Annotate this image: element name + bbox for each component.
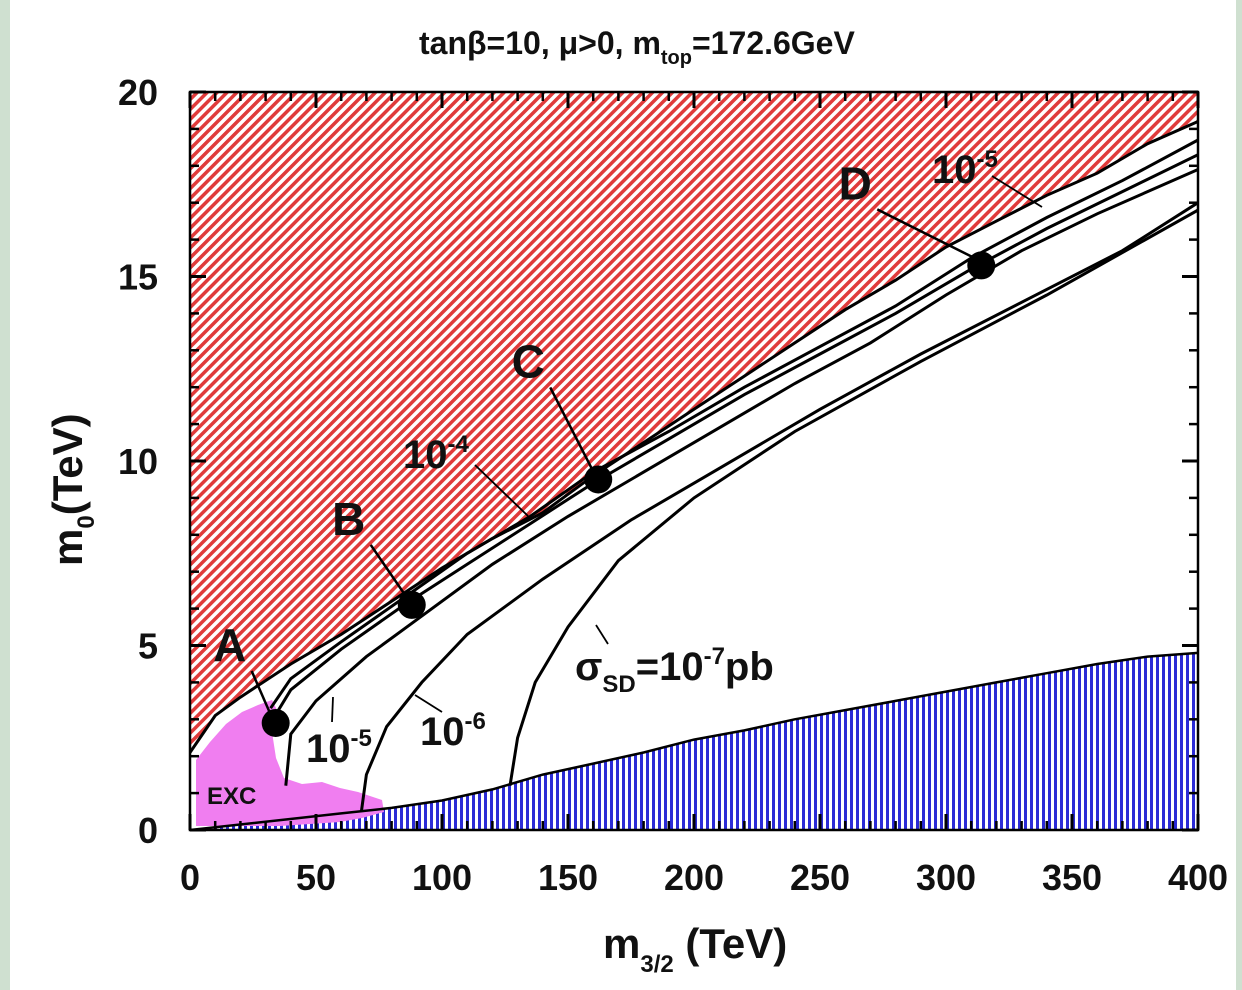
contour-line-4 bbox=[508, 208, 1198, 786]
contour-line-2 bbox=[284, 168, 1198, 786]
benchmark-pointer bbox=[250, 670, 273, 718]
tick-marks bbox=[188, 90, 1200, 832]
exc-region bbox=[196, 700, 384, 826]
x-tick-label: 200 bbox=[664, 857, 724, 898]
upper-excluded-region bbox=[190, 92, 1198, 753]
label-arrows bbox=[331, 175, 1043, 723]
lower-excluded-region bbox=[190, 652, 1198, 830]
contour-label-1e-5-upper: 10-5 bbox=[932, 146, 998, 192]
benchmark-label-C: C bbox=[512, 335, 545, 387]
benchmark-label-D: D bbox=[839, 157, 872, 209]
benchmark-pointer bbox=[549, 386, 596, 475]
tick-labels: 0 50 100 150 200 250 300 350 400 0 5 10 15 20 bbox=[118, 72, 1228, 898]
chart-title: tanβ=10, μ>0, mtop=172.6GeV bbox=[419, 25, 855, 69]
x-tick-label: 300 bbox=[916, 857, 976, 898]
upper-boundary-line bbox=[190, 120, 1198, 754]
benchmark-point-B bbox=[397, 590, 426, 619]
x-tick-label: 100 bbox=[412, 857, 472, 898]
contour-line-3 bbox=[359, 201, 1198, 812]
contour-chart: 0 50 100 150 200 250 300 350 400 0 5 10 15 20 EXC A B C… bbox=[44, 25, 1228, 978]
x-tick-label: 250 bbox=[790, 857, 850, 898]
contour-label-1e-5-lower: 10-5 bbox=[306, 725, 372, 771]
plot-area bbox=[190, 92, 1198, 830]
contour-line-0 bbox=[269, 138, 1198, 710]
benchmark-label-B: B bbox=[332, 493, 365, 545]
contour-label-1e-6: 10-6 bbox=[420, 708, 486, 754]
contour-line-1 bbox=[269, 153, 1198, 724]
x-tick-label: 400 bbox=[1168, 857, 1228, 898]
benchmark-pointer bbox=[369, 544, 409, 600]
y-tick-label: 20 bbox=[118, 72, 158, 113]
x-tick-label: 50 bbox=[296, 857, 336, 898]
y-tick-label: 10 bbox=[118, 441, 158, 482]
benchmark-point-A bbox=[261, 708, 290, 737]
contour-label-1e-4: 10-4 bbox=[403, 431, 469, 477]
exc-label: EXC bbox=[207, 783, 256, 810]
benchmark-label-A: A bbox=[213, 619, 246, 671]
y-tick-label: 5 bbox=[138, 626, 158, 667]
x-tick-label: 0 bbox=[180, 857, 200, 898]
lower-boundary-line bbox=[190, 651, 1198, 830]
x-tick-label: 350 bbox=[1042, 857, 1102, 898]
contour-lines bbox=[190, 120, 1198, 830]
y-tick-label: 0 bbox=[138, 810, 158, 851]
y-tick-label: 15 bbox=[118, 257, 158, 298]
x-axis-label: m3/2 (TeV) bbox=[603, 920, 787, 978]
contour-label-sigma-sd: σSD=10-7pb bbox=[575, 643, 774, 698]
benchmark-point-D bbox=[967, 251, 996, 280]
x-tick-label: 150 bbox=[538, 857, 598, 898]
figure: 0 50 100 150 200 250 300 350 400 0 5 10 15 20 EXC A B C… bbox=[10, 0, 1236, 990]
y-axis-label: m0(TeV) bbox=[44, 413, 100, 566]
benchmark-pointer bbox=[876, 208, 978, 261]
benchmark-point-C bbox=[584, 465, 613, 494]
benchmarks: A B C D bbox=[213, 157, 996, 737]
